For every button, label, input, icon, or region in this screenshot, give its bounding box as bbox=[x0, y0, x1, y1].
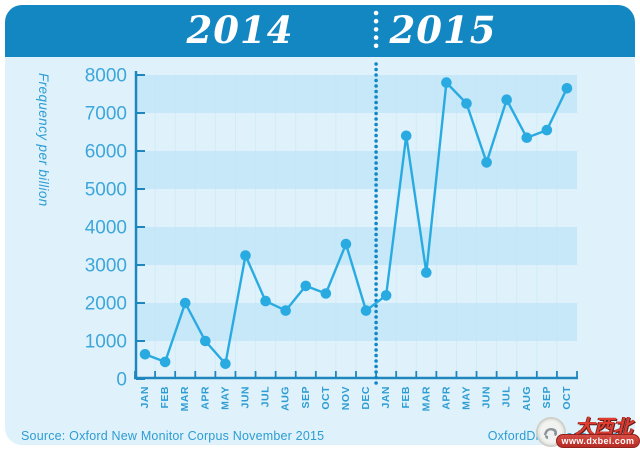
watermark-banner: www.dxbei.com bbox=[556, 434, 640, 448]
watermark-site-name: 大西北 bbox=[575, 417, 633, 438]
year-label-2015: 2015 bbox=[389, 8, 497, 52]
watermark: 大西北 www.dxbei.com bbox=[532, 412, 640, 450]
watermark-url: www.dxbei.com bbox=[561, 435, 635, 446]
chart-card: 2014 2015 Frequency per billion Source: … bbox=[5, 5, 635, 445]
y-axis-title: Frequency per billion bbox=[36, 73, 51, 207]
source-note: Source: Oxford New Monitor Corpus Novemb… bbox=[21, 429, 325, 443]
header-band: 2014 2015 bbox=[5, 5, 635, 57]
year-label-2014: 2014 bbox=[186, 8, 294, 52]
